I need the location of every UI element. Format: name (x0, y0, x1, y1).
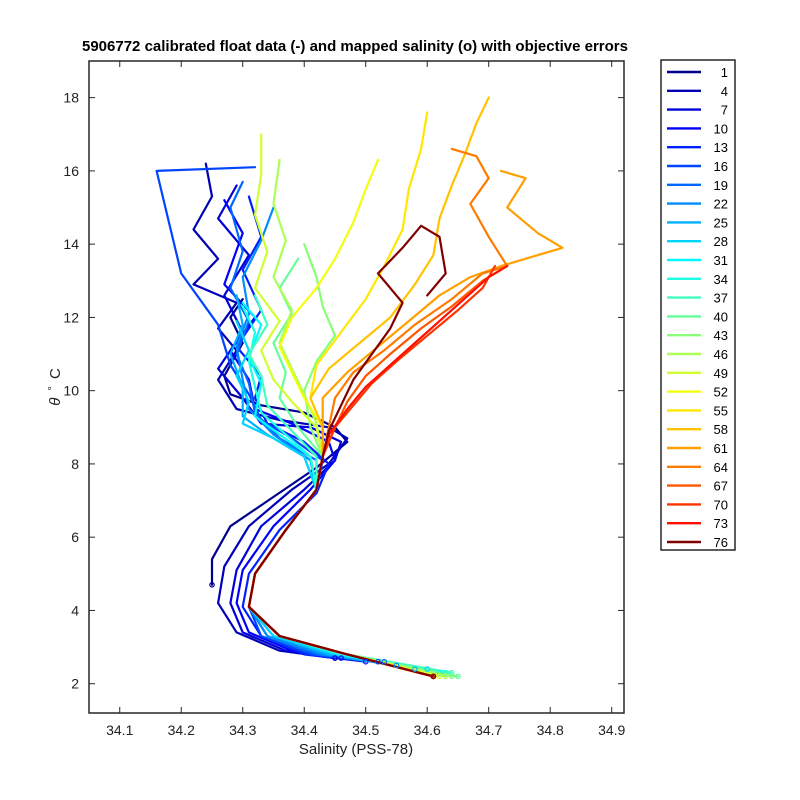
legend-label: 31 (714, 253, 728, 268)
legend-label: 1 (721, 65, 728, 80)
y-tick-label: 16 (63, 163, 79, 179)
legend-label: 49 (714, 366, 728, 381)
y-axis-label-unit: C (47, 368, 64, 379)
legend-label: 19 (714, 178, 728, 193)
series-marker-46 (442, 673, 449, 680)
y-tick-label: 6 (71, 529, 79, 545)
legend-label: 28 (714, 234, 728, 249)
legend-label: 58 (714, 422, 728, 437)
y-axis-label-symbol: θ (47, 398, 64, 406)
series-marker-37 (449, 669, 455, 676)
y-tick-label: 18 (63, 90, 79, 106)
series-marker-22 (393, 662, 400, 669)
legend-label: 7 (721, 103, 728, 118)
y-tick-label: 2 (71, 676, 79, 692)
y-tick-label: 4 (71, 602, 79, 618)
series-marker-13 (362, 658, 369, 665)
legend-label: 34 (714, 272, 728, 287)
series-marker-76 (430, 673, 437, 680)
series-line-16 (155, 166, 380, 663)
legend-label: 46 (714, 347, 728, 362)
x-tick-label: 34.9 (598, 722, 625, 738)
series-marker-10 (338, 655, 344, 661)
series-line-22 (235, 206, 398, 667)
series-line-76 (247, 224, 447, 678)
series-marker-34 (442, 669, 449, 676)
legend-label: 10 (714, 121, 728, 136)
x-tick-label: 34.7 (475, 722, 502, 738)
y-axis-label: θ ∘ C (40, 368, 64, 406)
y-tick-label: 12 (63, 309, 79, 325)
legend-label: 13 (714, 140, 728, 155)
x-tick-label: 34.4 (291, 722, 318, 738)
legend-label: 67 (714, 479, 728, 494)
data-lines (155, 96, 564, 678)
x-tick-label: 34.3 (229, 722, 256, 738)
x-tick-label: 34.8 (537, 722, 564, 738)
y-tick-label: 14 (63, 236, 79, 252)
legend-label: 43 (714, 328, 728, 343)
legend-label: 22 (714, 197, 728, 212)
series-marker-1 (209, 581, 215, 588)
series-line-4 (192, 162, 349, 660)
series-marker-49 (436, 673, 443, 680)
series-marker-28 (424, 666, 431, 672)
y-tick-label: 10 (63, 383, 79, 399)
legend-label: 16 (714, 159, 728, 174)
legend-label: 52 (714, 385, 728, 400)
legend-label: 37 (714, 291, 728, 306)
degree-symbol: ∘ (45, 385, 56, 391)
series-marker-25 (412, 666, 418, 672)
legend-label: 25 (714, 215, 728, 230)
x-tick-label: 34.1 (106, 722, 133, 738)
series-marker-7 (332, 655, 338, 661)
data-markers (209, 581, 461, 680)
legend-label: 55 (714, 403, 728, 418)
y-tick-label: 8 (71, 456, 79, 472)
x-tick-label: 34.2 (168, 722, 195, 738)
y-axis: 2 4 6 8 10 12 14 16 18 (63, 90, 624, 692)
series-marker-16 (375, 658, 381, 665)
x-tick-label: 34.5 (352, 722, 379, 738)
legend-label: 40 (714, 309, 728, 324)
series-marker-43 (449, 673, 455, 680)
legend-label: 4 (721, 84, 728, 99)
legend-box (660, 59, 736, 551)
series-line-28 (235, 320, 429, 671)
legend-label: 70 (714, 497, 728, 512)
legend-label: 73 (714, 516, 728, 531)
svg-text:θ ∘ C: θ ∘ C (40, 368, 64, 406)
plot-frame (88, 60, 625, 714)
series-marker-40 (455, 673, 461, 680)
legend-label: 76 (714, 535, 728, 550)
x-tick-label: 34.6 (414, 722, 441, 738)
x-axis: 34.1 34.2 34.3 34.4 34.5 34.6 34.7 34.8 34.9 (106, 61, 626, 738)
legend-label: 61 (714, 441, 728, 456)
series-marker-31 (436, 669, 443, 676)
legend: 1 4 7 10 13 16 19 22 25 28 31 34 37 40 43 46 49 52 55 58 61 6… (667, 65, 728, 550)
series-marker-19 (381, 658, 387, 665)
x-axis-label: Salinity (PSS-78) (299, 741, 413, 758)
legend-label: 64 (714, 460, 728, 475)
chart-title: 5906772 calibrated float data (-) and ma… (82, 38, 628, 55)
